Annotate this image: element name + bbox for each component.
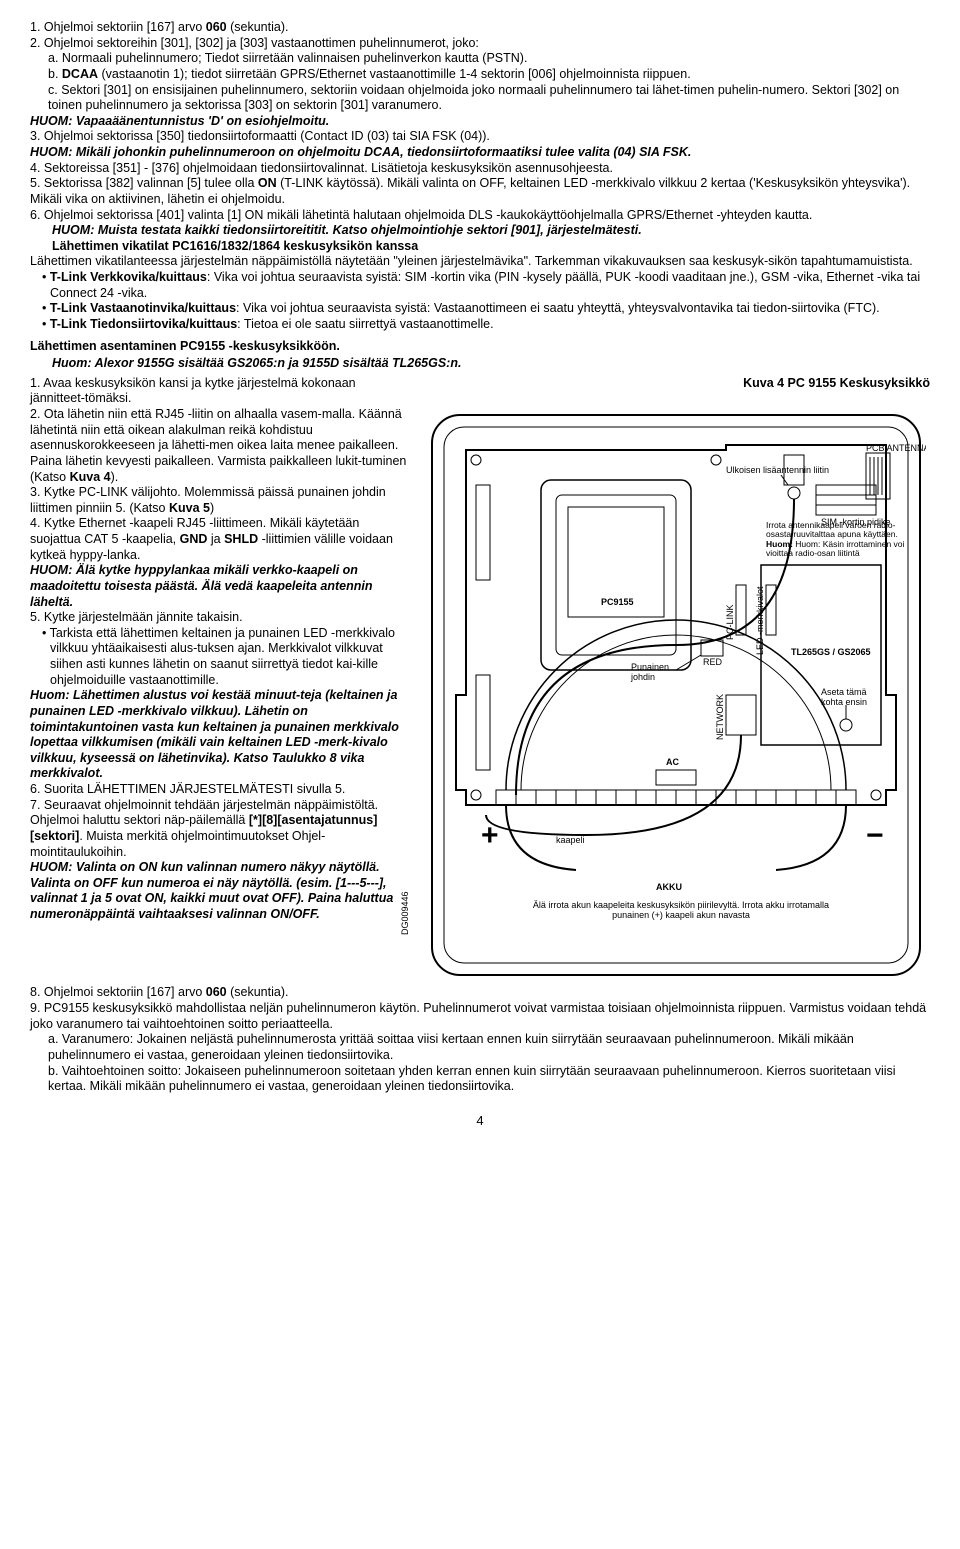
note-4: HUOM: Älä kytke hyppylankaa mikäli verkk… [30,563,412,610]
dg-code: DG009446 [400,892,411,936]
install-steps-column: 1. Avaa keskusyksikön kansi ja kytke jär… [30,376,412,986]
list-item-1: 1. Ohjelmoi sektoriin [167] arvo 060 (se… [30,20,930,36]
note-6: HUOM: Valinta on ON kun valinnan numero … [30,860,412,923]
note-2: HUOM: Mikäli johonkin puhelinnumeroon on… [30,145,930,161]
step-4: 4. Kytke Ethernet -kaapeli RJ45 -liittim… [30,516,412,563]
bullet-tlink-network: T-Link Verkkovika/kuittaus: Vika voi joh… [42,270,930,301]
step-7: 7. Seuraavat ohjelmoinnit tehdään järjes… [30,798,412,861]
svg-text:PC-LINK: PC-LINK [725,605,735,641]
svg-text:Punainenjohdin: Punainenjohdin [630,662,669,682]
note-1: HUOM: Vapaaäänentunnistus 'D' on esiohje… [30,114,930,130]
sub-item-2a: a. Normaali puhelinnumero; Tiedot siirre… [48,51,930,67]
svg-text:NETWORK: NETWORK [715,694,725,740]
step-1: 1. Avaa keskusyksikön kansi ja kytke jär… [30,376,412,407]
figure-column: Kuva 4 PC 9155 Keskusyksikkö PCB A [426,376,930,986]
svg-text:kaapeli: kaapeli [556,835,585,845]
svg-text:PCB ANTENNA: PCB ANTENNA [866,443,926,453]
svg-text:Aseta tämäkohta ensin: Aseta tämäkohta ensin [821,687,867,707]
step-6: 6. Suorita LÄHETTIMEN JÄRJESTELMÄTESTI s… [30,782,412,798]
step-9a: a. Varanumero: Jokainen neljästä puhelin… [48,1032,930,1063]
bullet-tlink-comm: T-Link Tiedonsiirtovika/kuittaus: Tietoa… [42,317,930,333]
note-5: Huom: Lähettimen alustus voi kestää minu… [30,688,412,782]
svg-text:Ulkoisen lisäantennin liitin: Ulkoisen lisäantennin liitin [726,465,829,475]
sub-item-2b: b. DCAA (vastaanotin 1); tiedot siirretä… [48,67,930,83]
heading-install: Lähettimen asentaminen PC9155 -keskusyks… [30,339,930,355]
list-item-2: 2. Ohjelmoi sektoreihin [301], [302] ja … [30,36,930,52]
list-item-4: 4. Sektoreissa [351] - [376] ohjelmoidaa… [30,161,930,177]
list-item-3: 3. Ohjelmoi sektorissa [350] tiedonsiirt… [30,129,930,145]
step-8: 8. Ohjelmoi sektoriin [167] arvo 060 (se… [30,985,930,1001]
page-number: 4 [30,1113,930,1129]
svg-text:AKKU: AKKU [656,882,682,892]
subheading-faults: Lähettimen vikatilat PC1616/1832/1864 ke… [52,239,930,255]
bullet-tlink-receiver: T-Link Vastaanotinvika/kuittaus: Vika vo… [42,301,930,317]
svg-text:TL265GS / GS2065: TL265GS / GS2065 [791,647,871,657]
step-2: 2. Ota lähetin niin että RJ45 -liitin on… [30,407,412,485]
svg-text:AC: AC [666,757,679,767]
list-item-6: 6. Ohjelmoi sektorissa [401] valinta [1]… [30,208,930,224]
figure-4-diagram: PCB ANTENNA PC9155 Ulkoisen lisäantennin… [426,395,926,985]
step-9: 9. PC9155 keskusyksikkö mahdollistaa nel… [30,1001,930,1032]
step-3: 3. Kytke PC-LINK välijohto. Molemmissä p… [30,485,412,516]
list-item-5: 5. Sektorissa [382] valinnan [5] tulee o… [30,176,930,207]
subheading-install: Huom: Alexor 9155G sisältää GS2065:n ja … [52,356,930,372]
svg-text:−: − [866,819,884,852]
svg-text:RED: RED [703,657,723,667]
step-9b: b. Vaihtoehtoinen soitto: Jokaiseen puhe… [48,1064,930,1095]
paragraph-faults: Lähettimen vikatilanteessa järjestelmän … [30,254,930,270]
step-5: 5. Kytke järjestelmään jännite takaisin. [30,610,412,626]
note-3: HUOM: Muista testata kaikki tiedonsiirto… [52,223,930,239]
svg-text:PC9155: PC9155 [601,597,634,607]
sub-item-2c: c. Sektori [301] on ensisijainen puhelin… [48,83,930,114]
figure-title: Kuva 4 PC 9155 Keskusyksikkö [426,376,930,392]
step-5-bullet: Tarkista että lähettimen keltainen ja pu… [42,626,412,689]
svg-text:+: + [481,819,499,852]
